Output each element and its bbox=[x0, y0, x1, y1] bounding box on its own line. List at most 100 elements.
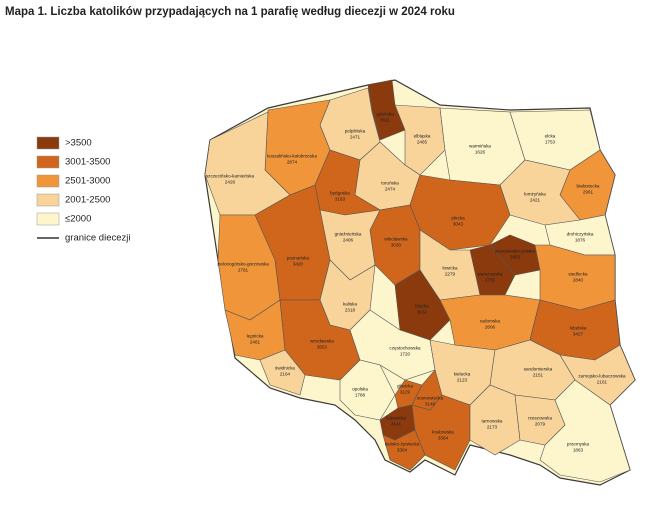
diocese-value: 2421 bbox=[530, 198, 541, 203]
diocese-value: 2606 bbox=[485, 325, 496, 330]
map-title: Mapa 1. Liczba katolików przypadających … bbox=[5, 6, 455, 18]
diocese-value: 2961 bbox=[583, 190, 594, 195]
diocese-name: opolska bbox=[352, 387, 368, 392]
diocese-name: zielonogórsko-gorzowska bbox=[217, 262, 269, 267]
diocese-name: pelplińska bbox=[345, 129, 366, 134]
diocese-value: 1720 bbox=[400, 352, 411, 357]
diocese-value: 3611 bbox=[380, 118, 390, 123]
diocese-name: łomżyńska bbox=[524, 192, 546, 197]
diocese-name: warmińska bbox=[469, 144, 491, 149]
diocese-value: 2123 bbox=[457, 378, 468, 383]
diocese-name: płocka bbox=[451, 216, 465, 221]
diocese-name: włocławska bbox=[384, 237, 408, 242]
diocese-name: radomska bbox=[480, 319, 501, 324]
diocese-value: 2164 bbox=[280, 372, 291, 377]
diocese-value: 2461 bbox=[250, 340, 261, 345]
diocese-area bbox=[339, 359, 396, 421]
legend-label: 3001-3500 bbox=[65, 157, 110, 168]
diocese-value: 4141 bbox=[391, 422, 402, 427]
diocese-value: 3146 bbox=[425, 402, 436, 407]
diocese-value: 3364 bbox=[438, 436, 449, 441]
diocese-value: 2173 bbox=[487, 425, 498, 430]
diocese-name: legnicka bbox=[247, 334, 264, 339]
diocese-name: łowicka bbox=[442, 266, 458, 271]
diocese-value: 3420 bbox=[293, 262, 304, 267]
diocese-name: świdnicka bbox=[275, 366, 295, 371]
diocese-name: warszawsko-praska bbox=[495, 249, 536, 254]
diocese-name: sandomierska bbox=[524, 367, 553, 372]
diocese-value: 2151 bbox=[533, 373, 544, 378]
legend-border-label: granice diecezji bbox=[65, 233, 130, 244]
legend-swatch bbox=[36, 155, 60, 169]
diocese-name: kielecka bbox=[454, 372, 471, 377]
diocese-value: 3030 bbox=[391, 243, 402, 248]
diocese-value: 3553 bbox=[317, 345, 328, 350]
diocese-value: 2406 bbox=[343, 238, 354, 243]
diocese-name: gnieźnieńska bbox=[335, 232, 362, 237]
diocese-name: siedlecka bbox=[568, 272, 588, 277]
diocese-value: 3427 bbox=[573, 332, 584, 337]
diocese-name: poznańska bbox=[287, 256, 310, 261]
diocese-value: 1626 bbox=[475, 150, 486, 155]
legend: >3500 3001-3500 2501-3000 2001-2500 ≤2000 gra… bbox=[36, 136, 130, 244]
diocese-value: 2471 bbox=[350, 135, 361, 140]
diocese-value: 2079 bbox=[535, 422, 546, 427]
legend-label: 2501-3000 bbox=[65, 176, 110, 187]
legend-swatch bbox=[36, 193, 60, 207]
diocese-name: wrocławska bbox=[310, 339, 334, 344]
diocese-name: elbląska bbox=[414, 134, 431, 139]
diocese-value: 2318 bbox=[345, 308, 356, 313]
legend-label: 2001-2500 bbox=[65, 195, 110, 206]
diocese-value: 2279 bbox=[445, 272, 456, 277]
diocese-name: białostocka bbox=[577, 184, 600, 189]
diocese-name: warszawska bbox=[477, 272, 502, 277]
legend-label: ≤2000 bbox=[65, 214, 91, 225]
diocese-name: bielsko-żywiecka bbox=[385, 442, 420, 447]
diocese-name: tarnowska bbox=[482, 419, 503, 424]
diocese-name: rzeszowska bbox=[528, 416, 552, 421]
diocese-name: drohiczyńska bbox=[567, 232, 594, 237]
diocese-name: bydgoska bbox=[330, 191, 350, 196]
diocese-area bbox=[539, 379, 631, 483]
diocese-name: przemyska bbox=[567, 442, 590, 447]
diocese-value: 3163 bbox=[335, 197, 346, 202]
diocese-value: 3129 bbox=[400, 390, 411, 395]
diocese-value: 2474 bbox=[385, 187, 396, 192]
diocese-name: katowicka bbox=[386, 416, 407, 421]
diocese-value: 3853 bbox=[510, 255, 521, 260]
diocese-value: 2465 bbox=[417, 140, 428, 145]
legend-swatch bbox=[36, 174, 60, 188]
diocese-value: 3632 bbox=[417, 310, 428, 315]
diocese-name: ełcka bbox=[545, 134, 556, 139]
diocese-name: szczecińsko-kamieńska bbox=[206, 174, 255, 179]
diocese-name: zamojsko-lubaczowska bbox=[578, 374, 626, 379]
diocese-value: 1788 bbox=[355, 393, 366, 398]
diocese-value: 2840 bbox=[573, 278, 584, 283]
diocese-name: kaliska bbox=[343, 302, 357, 307]
diocese-value: 2161 bbox=[597, 380, 608, 385]
regions bbox=[204, 79, 636, 483]
diocese-value: 3304 bbox=[397, 448, 408, 453]
diocese-name: lubelska bbox=[570, 326, 587, 331]
diocese-value: 3755 bbox=[485, 278, 496, 283]
diocese-value: 2781 bbox=[238, 268, 249, 273]
diocese-name: toruńska bbox=[381, 181, 399, 186]
diocese-area bbox=[259, 349, 306, 396]
diocese-name: krakowska bbox=[432, 430, 454, 435]
diocese-area bbox=[499, 159, 581, 226]
legend-swatch bbox=[36, 212, 60, 226]
legend-label: >3500 bbox=[65, 138, 92, 149]
diocese-name: łódzka bbox=[415, 304, 429, 309]
diocese-name: koszalińsko-kołobrzeska bbox=[267, 154, 317, 159]
diocese-name: gliwicka bbox=[397, 384, 414, 389]
diocese-value: 1753 bbox=[545, 140, 556, 145]
legend-swatch bbox=[36, 136, 60, 150]
diocese-name: sosnowiecka bbox=[417, 396, 444, 401]
diocese-value: 2426 bbox=[225, 180, 236, 185]
diocese-value: 1876 bbox=[575, 238, 586, 243]
diocese-value: 1863 bbox=[573, 448, 584, 453]
diocese-name: gdańska bbox=[376, 112, 394, 117]
